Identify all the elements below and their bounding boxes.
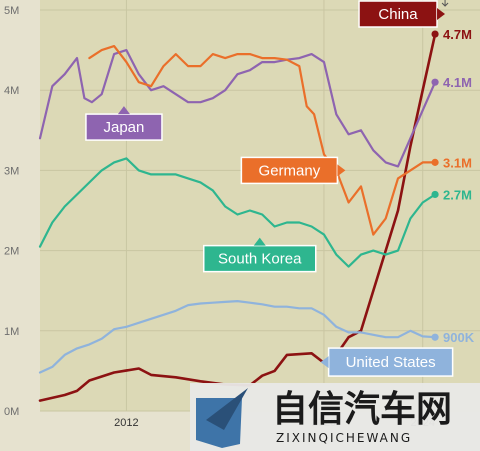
series-endpoint-south-korea bbox=[431, 190, 439, 199]
series-layer bbox=[38, 30, 439, 402]
y-tick-label: 1M bbox=[4, 326, 19, 338]
series-callout-pointer-germany bbox=[337, 164, 346, 177]
series-callout-pointer-south-korea bbox=[253, 237, 266, 246]
watermark: 自信汽车网 ZIXINQICHEWANG bbox=[190, 383, 480, 451]
arrow-down-icon bbox=[441, 0, 449, 7]
series-endpoint-united-states bbox=[431, 333, 439, 341]
series-callout-box-germany bbox=[240, 156, 339, 185]
watermark-chinese-text: 自信汽车网 bbox=[272, 389, 452, 430]
end-value-label-japan: 4.1M bbox=[443, 75, 472, 90]
series-line-japan bbox=[38, 48, 437, 168]
end-value-label-united-states: 900K bbox=[443, 330, 475, 345]
series-callout-box-japan bbox=[85, 113, 163, 141]
series-callout-pointer-china bbox=[437, 8, 446, 21]
series-callout-pointer-japan bbox=[117, 106, 130, 115]
y-tick-label: 4M bbox=[4, 85, 19, 97]
label-layer: 4.7M 4.1M 3.1M 2.7M 900K China Japan Germany Sou… bbox=[85, 0, 475, 377]
plot-area bbox=[40, 0, 480, 411]
y-tick-label: 0M bbox=[4, 406, 19, 418]
series-line-china bbox=[38, 32, 437, 402]
series-endpoint-germany bbox=[431, 158, 439, 166]
series-line-germany bbox=[88, 44, 437, 236]
series-callout-south-korea: South Korea bbox=[203, 237, 317, 273]
series-callout-box-united-states bbox=[327, 347, 454, 377]
series-endpoint-china bbox=[431, 30, 439, 38]
y-tick-label: 2M bbox=[4, 246, 19, 258]
y-tick-label: 5M bbox=[4, 5, 19, 17]
series-callout-germany: Germany bbox=[240, 156, 346, 185]
end-value-label-south-korea: 2.7M bbox=[443, 187, 472, 202]
series-callout-label-japan: Japan bbox=[104, 119, 145, 136]
series-callout-label-south-korea: South Korea bbox=[218, 251, 302, 268]
series-line-united-states bbox=[38, 300, 437, 374]
series-callout-box-china bbox=[358, 0, 438, 28]
end-value-label-germany: 3.1M bbox=[443, 155, 472, 170]
end-value-label-china: 4.7M bbox=[443, 27, 472, 42]
series-callout-china: China bbox=[358, 0, 446, 28]
series-line-south-korea bbox=[38, 157, 437, 268]
series-callout-label-china: China bbox=[378, 6, 418, 23]
series-callout-japan: Japan bbox=[85, 106, 163, 141]
series-endpoint-japan bbox=[431, 78, 439, 86]
x-tick-label: 2012 bbox=[114, 417, 138, 429]
series-callout-united-states: United States bbox=[320, 347, 454, 377]
series-callout-pointer-united-states bbox=[320, 356, 329, 369]
y-tick-label: 3M bbox=[4, 165, 19, 177]
watermark-english-text: ZIXINQICHEWANG bbox=[276, 431, 412, 445]
series-callout-label-united-states: United States bbox=[346, 354, 436, 371]
series-callout-box-south-korea bbox=[203, 244, 317, 273]
series-callout-label-germany: Germany bbox=[259, 162, 321, 179]
watermark-logo-arrow-icon bbox=[206, 388, 248, 430]
